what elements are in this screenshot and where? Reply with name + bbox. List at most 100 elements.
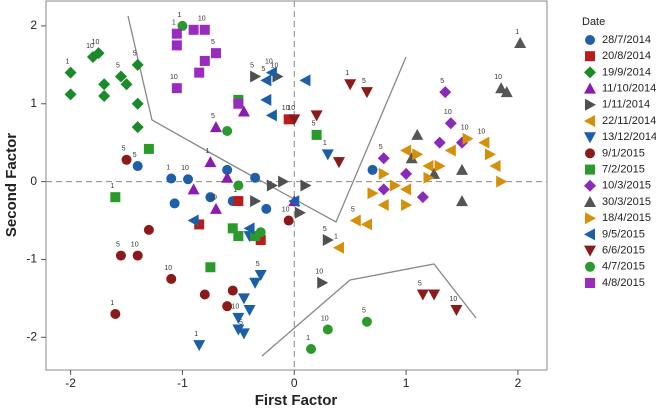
legend-marker xyxy=(585,98,596,111)
point xyxy=(260,74,272,87)
point-label: 10 xyxy=(287,105,295,112)
legend-marker xyxy=(584,245,596,257)
point xyxy=(222,301,233,312)
point xyxy=(377,152,390,165)
point-label: 1 xyxy=(110,300,114,307)
point xyxy=(209,202,222,214)
point-label: 1 xyxy=(515,29,519,36)
point xyxy=(478,136,490,149)
legend-marker xyxy=(585,261,595,272)
point xyxy=(64,66,77,79)
point-label: 1 xyxy=(166,164,170,171)
point xyxy=(378,167,390,180)
point-label: 5 xyxy=(116,241,120,248)
legend-label: 9/5/2015 xyxy=(602,228,645,240)
x-tick-label: 1 xyxy=(403,376,410,390)
point xyxy=(434,160,446,173)
point-label: 5 xyxy=(239,319,243,326)
point xyxy=(98,78,111,91)
point xyxy=(389,179,401,192)
point-label: 5 xyxy=(261,66,265,73)
point-label: 10 xyxy=(265,58,273,65)
point xyxy=(250,172,261,183)
point-label: 10 xyxy=(209,195,217,202)
point xyxy=(422,160,434,173)
legend-label: 7/2/2015 xyxy=(602,164,645,176)
point xyxy=(260,93,272,106)
legend-label: 4/7/2015 xyxy=(602,261,645,273)
point xyxy=(411,128,424,140)
point-label: 5 xyxy=(418,280,422,287)
point xyxy=(310,110,323,122)
point xyxy=(423,171,435,184)
legend-label: 1/11/2014 xyxy=(602,99,650,111)
point xyxy=(462,132,474,145)
point xyxy=(400,183,412,196)
point xyxy=(332,241,344,254)
point xyxy=(114,70,127,83)
point-label: 10 xyxy=(494,74,502,81)
point-label: 5 xyxy=(133,152,137,159)
point xyxy=(311,129,322,140)
legend-marker xyxy=(585,51,595,62)
point-label: 10 xyxy=(92,39,100,46)
point xyxy=(322,233,334,246)
point xyxy=(495,82,508,94)
point-label: 1 xyxy=(233,187,237,194)
legend-label: 28/7/2014 xyxy=(602,34,651,46)
legend-label: 4/8/2015 xyxy=(602,277,645,289)
point-label: 1 xyxy=(323,140,327,147)
x-tick-label: 2 xyxy=(515,376,522,390)
point xyxy=(132,161,143,172)
point xyxy=(221,171,234,183)
point xyxy=(249,277,262,289)
point-label: 1 xyxy=(205,148,209,155)
point-label: 10 xyxy=(321,315,329,322)
point xyxy=(64,88,77,101)
point xyxy=(98,89,111,102)
point-label: 1 xyxy=(66,58,70,65)
legend-label: 13/12/2014 xyxy=(602,131,656,143)
point-label: 10 xyxy=(164,265,172,272)
point-label: 5 xyxy=(211,39,215,46)
y-tick-label: 2 xyxy=(30,18,37,32)
point xyxy=(332,157,345,169)
point xyxy=(416,191,429,204)
point xyxy=(322,324,333,335)
point xyxy=(171,28,182,39)
point-label: 1 xyxy=(177,12,181,19)
legend-label: 22/11/2014 xyxy=(602,115,656,127)
point xyxy=(233,98,244,109)
point xyxy=(120,78,133,91)
point xyxy=(266,179,278,192)
point-label: 10 xyxy=(282,206,290,213)
point xyxy=(143,224,154,235)
point xyxy=(227,285,238,296)
point xyxy=(187,183,200,195)
point xyxy=(143,143,154,154)
point-label: 10 xyxy=(477,129,485,136)
point xyxy=(265,109,277,122)
point xyxy=(237,293,250,305)
point xyxy=(209,121,222,133)
point xyxy=(188,24,199,35)
legend-marker xyxy=(584,66,596,79)
point xyxy=(166,173,177,184)
point xyxy=(222,126,233,137)
point xyxy=(489,160,501,173)
legend-label: 9/1/2015 xyxy=(602,147,645,159)
point xyxy=(121,154,132,165)
point xyxy=(237,105,250,117)
point xyxy=(321,149,334,161)
point xyxy=(278,175,290,188)
point-label: 10 xyxy=(282,105,290,112)
y-tick-label: -1 xyxy=(26,252,37,266)
point-label: 5 xyxy=(116,62,120,69)
point xyxy=(243,222,255,235)
point xyxy=(377,183,390,196)
legend-marker xyxy=(585,148,595,159)
point-label: 5 xyxy=(362,308,366,315)
legend-marker xyxy=(584,132,596,144)
point xyxy=(243,305,256,317)
x-tick-label: -2 xyxy=(65,376,76,390)
